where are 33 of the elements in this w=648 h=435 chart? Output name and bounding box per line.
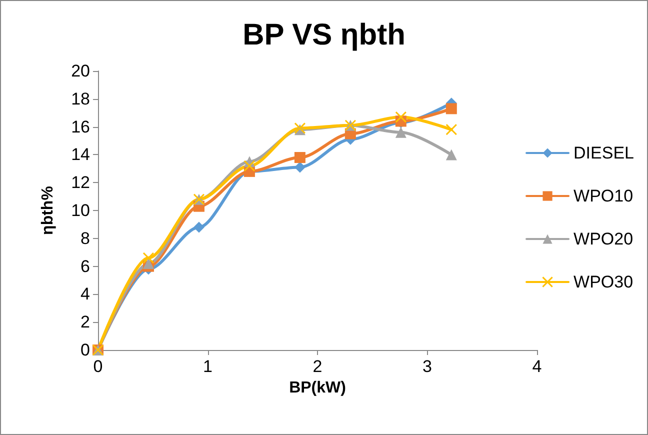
y-axis-title: ηbth% xyxy=(40,186,56,235)
legend-label: WPO30 xyxy=(574,272,634,292)
y-tick-label: 16 xyxy=(71,117,90,136)
y-tick-label: 4 xyxy=(80,284,90,304)
x-tick-label: 4 xyxy=(532,357,542,376)
point xyxy=(446,124,458,136)
y-tick-label: 6 xyxy=(80,256,90,276)
y-tick-label: 18 xyxy=(71,89,90,108)
legend-label: DIESEL xyxy=(574,144,634,162)
point xyxy=(395,126,406,138)
point xyxy=(244,160,256,172)
point xyxy=(446,149,457,160)
legend-label: WPO10 xyxy=(574,186,634,206)
point xyxy=(294,152,306,163)
y-tick-label: 10 xyxy=(71,201,90,220)
point xyxy=(142,252,154,264)
point xyxy=(395,111,407,123)
x-tick-label: 0 xyxy=(93,357,103,376)
legend-label: WPO20 xyxy=(574,230,634,248)
point xyxy=(294,162,306,173)
x-tick-label: 1 xyxy=(203,357,212,376)
x-tick-label: 2 xyxy=(312,357,322,376)
y-tick-label: 0 xyxy=(80,340,90,360)
y-tick-label: 12 xyxy=(71,173,90,192)
y-tick-label: 8 xyxy=(80,228,90,248)
y-tick-label: 14 xyxy=(71,145,90,164)
x-axis-title: BP(kW) xyxy=(289,379,346,396)
y-tick-label: 2 xyxy=(80,312,90,332)
point xyxy=(446,103,457,114)
x-tick-label: 3 xyxy=(422,357,432,376)
point xyxy=(193,222,204,233)
chart-title: BP VS ηbth xyxy=(242,18,406,52)
y-tick-label: 20 xyxy=(71,62,90,80)
